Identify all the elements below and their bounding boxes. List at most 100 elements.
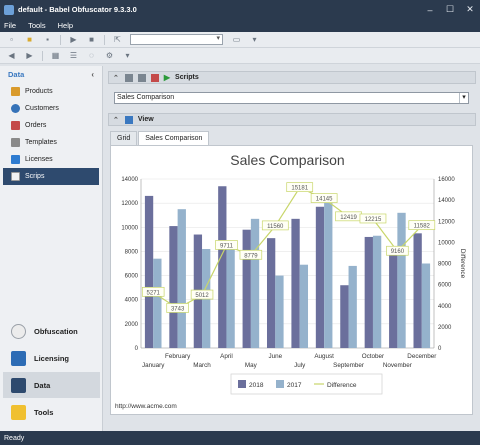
dropdown-icon[interactable]: ▾ <box>252 35 257 44</box>
sidebar-item-licenses[interactable]: Licenses <box>3 151 99 168</box>
settings-icon[interactable]: ⚙ <box>105 51 114 60</box>
view-tabs: Grid Sales Comparison <box>110 131 210 145</box>
title-bar: default - Babel Obfuscator 9.3.3.0 – ☐ ✕ <box>0 0 480 19</box>
scripts-panel-title: Scripts <box>175 74 199 81</box>
bar-2018 <box>144 195 154 348</box>
dropdown-icon-2[interactable]: ▾ <box>125 51 130 60</box>
footer-url[interactable]: http://www.acme.com <box>115 403 177 410</box>
sales-chart: Sales Comparison 0 2000 4000 6000 8000 10000 12… <box>121 152 466 395</box>
x-tick-label: March <box>193 362 211 369</box>
y-tick-label: 0 <box>135 346 139 352</box>
script-selector[interactable]: Sales Comparison ▾ <box>114 92 469 104</box>
data-label-box <box>310 193 338 203</box>
box-icon <box>11 87 20 96</box>
obfuscation-icon <box>11 323 26 339</box>
y2-tick-label: 12000 <box>438 219 455 225</box>
forward-icon[interactable]: ▶ <box>26 51 33 60</box>
grid-icon[interactable]: ▦ <box>51 51 60 60</box>
export-icon[interactable]: ⇱ <box>114 35 121 44</box>
bar-2017 <box>421 263 431 348</box>
collapse-arrow-icon-2[interactable]: ⌃ <box>113 116 119 124</box>
menu-help[interactable]: Help <box>57 21 74 30</box>
open-folder-icon[interactable]: ■ <box>27 35 32 44</box>
menu-tools[interactable]: Tools <box>28 21 46 30</box>
shield-icon <box>11 155 20 164</box>
data-label-box <box>190 289 214 300</box>
run-icon[interactable]: ▶ <box>163 73 171 82</box>
options-icon[interactable]: ▭ <box>232 35 241 44</box>
x-tick-label: October <box>362 353 384 360</box>
status-bar: Ready <box>0 431 480 445</box>
bar-2017 <box>226 242 235 348</box>
nav-data[interactable]: Data <box>3 372 100 398</box>
y2-tick-label: 2000 <box>438 325 452 331</box>
legend-swatch-2018 <box>238 380 246 388</box>
database-icon <box>11 377 26 393</box>
sidebar-item-orders[interactable]: Orders <box>3 117 99 134</box>
collapse-icon[interactable]: ‹ <box>91 70 94 79</box>
y2-tick-label: 16000 <box>438 177 455 183</box>
legend-label: 2018 <box>249 382 264 389</box>
tools-icon <box>11 404 26 420</box>
view-panel-title: View <box>137 116 154 123</box>
close-button[interactable]: ✕ <box>466 4 474 14</box>
nav-licensing[interactable]: Licensing <box>3 345 100 371</box>
data-label: 12215 <box>365 217 382 223</box>
view-icon <box>124 115 133 124</box>
chart-title: Sales Comparison <box>230 152 344 168</box>
scripts-panel-header[interactable]: ⌃ ▶ Scripts <box>108 71 476 84</box>
data-label: 11582 <box>414 224 431 230</box>
y2-axis-label: Difference <box>459 249 466 279</box>
new-file-icon[interactable]: ▫ <box>10 35 13 44</box>
save-icon[interactable]: ▪ <box>46 35 49 44</box>
x-tick-label: September <box>333 362 364 369</box>
sidebar-item-products[interactable]: Products <box>3 83 99 100</box>
toolbar-combo[interactable] <box>130 34 223 45</box>
maximize-button[interactable]: ☐ <box>445 4 455 14</box>
y2-tick-label: 6000 <box>438 283 452 289</box>
play-icon[interactable]: ▶ <box>70 35 77 44</box>
legend-label: Difference <box>327 382 357 389</box>
bar-2017 <box>275 275 284 348</box>
stop-icon[interactable]: ■ <box>89 35 94 44</box>
y2-tick-label: 4000 <box>438 304 452 310</box>
status-text: Ready <box>4 434 25 442</box>
bulb-icon[interactable]: ◌ <box>89 51 94 60</box>
y-tick-label: 2000 <box>125 322 139 328</box>
order-icon <box>11 121 20 130</box>
chevron-down-icon[interactable]: ▾ <box>459 93 468 103</box>
nav-obfuscation[interactable]: Obfuscation <box>3 318 100 344</box>
collapse-arrow-icon[interactable]: ⌃ <box>113 74 119 82</box>
menu-file[interactable]: File <box>4 21 17 30</box>
delete-script-icon[interactable] <box>150 73 159 82</box>
legend-swatch-2017 <box>276 380 284 388</box>
menu-bar: File Tools Help <box>0 19 480 32</box>
y-tick-label: 6000 <box>125 274 139 280</box>
sidebar-item-customers[interactable]: Customers <box>3 100 99 117</box>
data-label-box <box>386 245 409 256</box>
x-tick-label: December <box>407 353 436 360</box>
nav-tools[interactable]: Tools <box>3 399 100 425</box>
back-icon[interactable]: ◀ <box>8 51 15 60</box>
tab-sales-comparison[interactable]: Sales Comparison <box>138 131 210 145</box>
sidebar-item-scrips[interactable]: Scrips <box>3 168 99 185</box>
bar-2018 <box>291 218 300 348</box>
minimize-button[interactable]: – <box>427 4 433 15</box>
x-tick-label: May <box>245 362 258 369</box>
list-icon[interactable]: ☰ <box>69 51 78 60</box>
tab-grid[interactable]: Grid <box>110 131 138 145</box>
data-label: 8779 <box>244 253 258 259</box>
new-script-icon[interactable] <box>124 73 133 82</box>
y2-tick-label: 14000 <box>438 198 455 204</box>
edit-script-icon[interactable] <box>137 73 146 82</box>
app-icon <box>4 4 14 15</box>
user-icon <box>11 104 20 113</box>
x-tick-label: July <box>294 362 306 369</box>
legend-label: 2017 <box>287 382 302 389</box>
sidebar-item-templates[interactable]: Templates <box>3 134 99 151</box>
view-panel-header[interactable]: ⌃ View <box>108 113 476 126</box>
secondary-toolbar: ◀ ▶ ▦ ☰ ◌ ⚙ ▾ <box>0 48 480 64</box>
template-icon <box>11 138 20 147</box>
data-label-box <box>408 220 436 231</box>
x-tick-label: January <box>142 362 165 369</box>
